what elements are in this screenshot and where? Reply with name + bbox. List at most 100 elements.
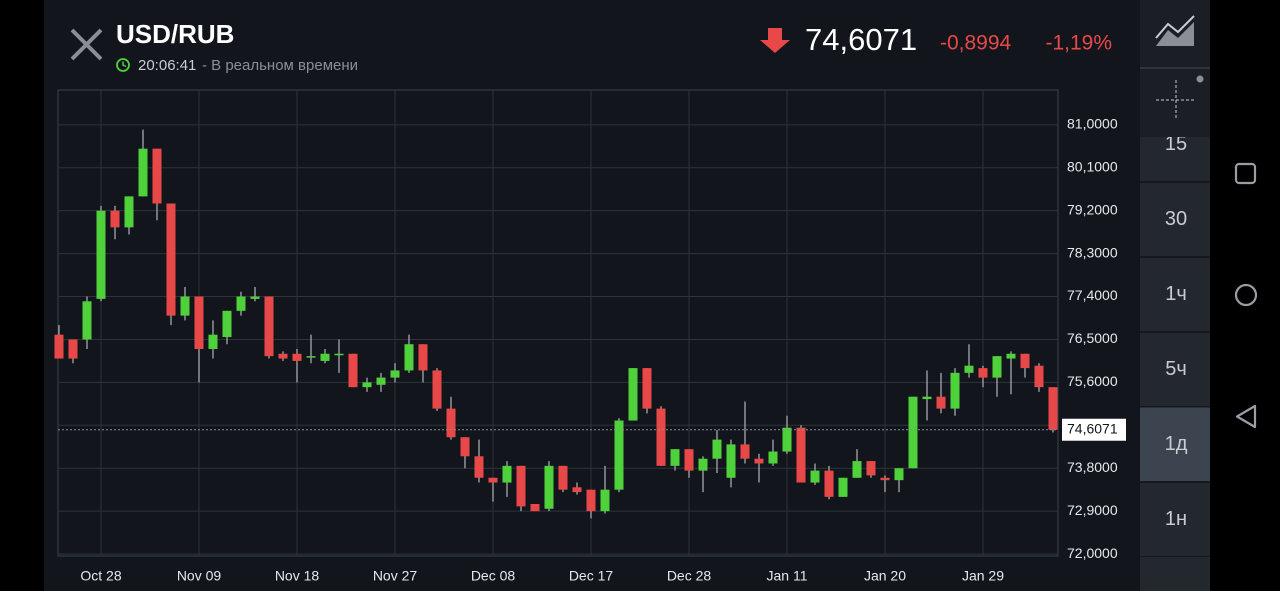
- price: 74,6071: [805, 22, 917, 57]
- nav-back[interactable]: [1235, 404, 1257, 429]
- candle-body: [1006, 353, 1016, 359]
- candle-body: [54, 334, 64, 359]
- candle-body: [124, 196, 134, 228]
- candle-body: [782, 427, 792, 452]
- timeframe-label: 1д: [1165, 433, 1188, 455]
- candle-body: [194, 296, 204, 349]
- candle-body: [320, 353, 330, 361]
- candle-body: [880, 477, 890, 481]
- chart: 72,000072,900073,800074,700075,600076,50…: [54, 89, 1126, 584]
- y-tick-label: 72,9000: [1067, 502, 1118, 518]
- candle-body: [432, 370, 442, 409]
- timeframe-label: 15: [1165, 133, 1187, 155]
- candle-body: [936, 396, 946, 409]
- candle-body: [922, 396, 932, 400]
- candle-body: [138, 148, 148, 197]
- candle-body: [446, 408, 456, 438]
- x-tick-label: Nov 09: [177, 568, 222, 584]
- candle-body: [1020, 353, 1030, 369]
- change: -0,8994: [940, 32, 1012, 55]
- candle-body: [726, 444, 736, 478]
- x-tick-label: Jan 29: [962, 568, 1004, 584]
- candle-body: [586, 489, 596, 512]
- timeframe-label: 1н: [1165, 508, 1187, 530]
- candle-body: [82, 301, 92, 340]
- candle-body: [754, 458, 764, 464]
- down-arrow: [760, 28, 790, 53]
- x-tick-label: Nov 27: [373, 568, 418, 584]
- timeframe-button[interactable]: 1д: [1140, 407, 1210, 483]
- nav-home[interactable]: [1234, 283, 1258, 307]
- symbol: USD/RUB: [116, 19, 234, 49]
- nav-recents[interactable]: [1234, 162, 1257, 185]
- timeframe-button[interactable]: 5ч: [1140, 358, 1210, 408]
- candle-body: [838, 477, 848, 497]
- timeframe-button[interactable]: 1ч: [1140, 283, 1210, 333]
- candle-body: [908, 396, 918, 469]
- candle-body: [614, 420, 624, 490]
- candle-body: [110, 210, 120, 228]
- timeframe-button[interactable]: 15: [1140, 133, 1210, 183]
- x-tick-label: Jan 20: [864, 568, 906, 584]
- candle-body: [628, 368, 638, 421]
- y-tick-label: 75,6000: [1067, 373, 1118, 389]
- candle-body: [488, 477, 498, 483]
- candle-body: [600, 489, 610, 512]
- candle-body: [502, 465, 512, 483]
- y-tick-label: 77,4000: [1067, 287, 1118, 303]
- candle-body: [684, 449, 694, 471]
- candle-body: [250, 296, 260, 299]
- selected-bg: [1140, 407, 1210, 482]
- change-percent: -1,19%: [1045, 32, 1112, 55]
- candle-body: [404, 344, 414, 371]
- candle-body: [418, 344, 428, 371]
- plot-border: [57, 89, 1059, 557]
- candle-body: [866, 461, 876, 476]
- candle-body: [656, 408, 666, 466]
- candle-body: [180, 296, 190, 316]
- y-tick-label: 73,8000: [1067, 459, 1118, 475]
- y-tick-label: 81,0000: [1067, 116, 1118, 132]
- close-button[interactable]: [70, 28, 103, 61]
- candle-body: [950, 372, 960, 409]
- crosshair-button[interactable]: [1156, 75, 1204, 121]
- time: 20:06:41: [138, 57, 196, 74]
- x-tick-label: Jan 11: [767, 568, 808, 584]
- more-timeframes: [1140, 557, 1210, 591]
- timeframe-button[interactable]: 30: [1140, 208, 1210, 258]
- x-tick-label: Dec 08: [471, 568, 516, 584]
- candle-body: [68, 339, 78, 359]
- candle-body: [796, 427, 806, 483]
- y-tick-label: 78,3000: [1067, 244, 1118, 260]
- candle-body: [236, 296, 246, 311]
- y-tick-label: 72,0000: [1067, 545, 1118, 561]
- chart-type-button[interactable]: [1155, 15, 1195, 46]
- candle-body: [362, 382, 372, 388]
- candle-body: [376, 377, 386, 385]
- candle-body: [992, 356, 1002, 378]
- candle-body: [278, 353, 288, 359]
- last-price-label: 74,6071: [1067, 420, 1118, 436]
- candle-body: [166, 203, 176, 316]
- x-tick-label: Oct 28: [80, 568, 121, 584]
- candle-body: [824, 470, 834, 497]
- candle-body: [698, 458, 708, 471]
- timeframe-list: 15 30 1ч 5ч 1д 1н: [1140, 133, 1210, 591]
- candle-body: [964, 365, 974, 373]
- candle-body: [852, 461, 862, 478]
- last-price-bg: [1062, 418, 1126, 441]
- candle-body: [474, 456, 484, 478]
- candle-body: [152, 148, 162, 204]
- candle-body: [810, 470, 820, 483]
- candle-body: [642, 368, 652, 409]
- candle-body: [306, 356, 316, 358]
- candle-body: [264, 296, 274, 357]
- candle-body: [544, 465, 554, 509]
- candle-body: [334, 353, 344, 356]
- y-tick-label: 80,1000: [1067, 158, 1118, 174]
- candle-body: [768, 451, 778, 464]
- candle-body: [390, 370, 400, 378]
- candle-body: [292, 353, 302, 361]
- candle-body: [208, 334, 218, 349]
- candle-body: [1034, 365, 1044, 388]
